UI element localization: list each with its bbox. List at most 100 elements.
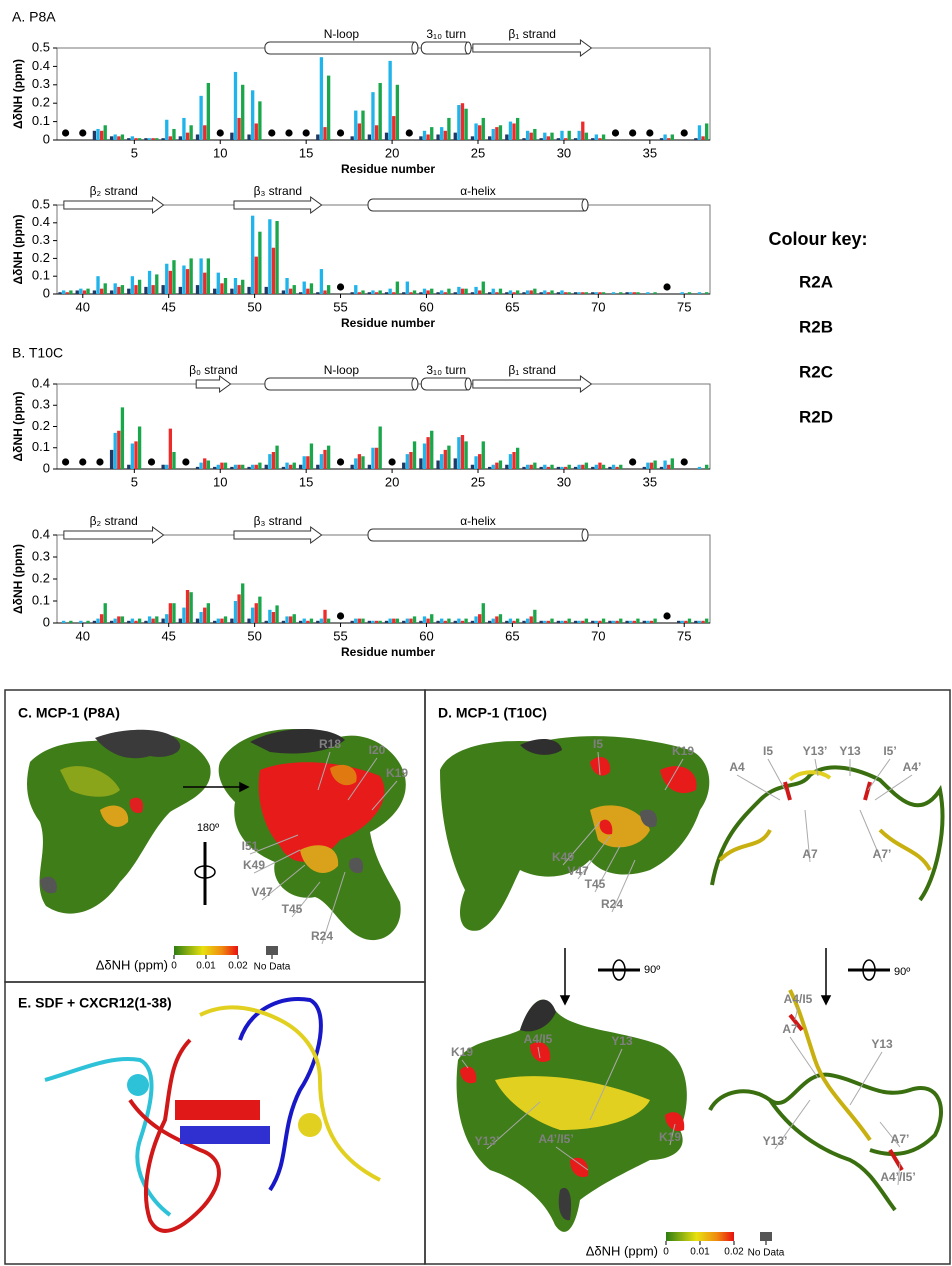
residue-label: T45 [282,902,303,916]
bar [444,131,447,140]
colorbar-tick-label: 0 [171,961,177,972]
panel-title: C. MCP-1 (P8A) [18,705,120,721]
bar [241,465,244,469]
y-tick-label: 0.5 [32,39,50,54]
bar [182,266,185,294]
bar [247,134,250,140]
bar [310,619,313,623]
panel-title: E. SDF + CXCR12(1-38) [18,995,172,1011]
x-tick-label: 65 [505,299,519,314]
structure-label: β₁ strand [508,27,556,41]
residue-label: A4’/I5’ [538,1132,573,1146]
bar [272,248,275,294]
colorbar [174,946,238,955]
bar [285,278,288,294]
bar [509,122,512,140]
residue-label: A4 [729,760,745,774]
y-tick-label: 0 [43,285,50,300]
bar [423,616,426,623]
residue-label: A4/I5 [524,1032,553,1046]
bar [83,290,86,294]
bar [478,454,481,469]
x-tick-label: 25 [471,474,485,489]
no-data-label: No Data [254,962,291,973]
x-tick-label: 60 [419,628,433,643]
bar [550,133,553,140]
plot-frame [57,384,710,469]
bar [591,621,594,623]
bar [207,461,210,470]
residue-label: Y13’ [763,1134,788,1148]
bar [247,619,250,623]
bar [354,619,357,623]
bar [237,465,240,469]
no-data-dot [79,458,86,465]
bar [144,138,147,140]
bar [93,290,96,294]
bar [516,290,519,294]
strand-arrow [196,376,230,392]
cylinder-end [465,42,471,54]
bar [358,619,361,623]
bar [409,619,412,623]
legend-entry: R2A [799,272,833,291]
bar [272,452,275,469]
bar [196,134,199,140]
bar [471,621,474,623]
structure-label: β₃ strand [254,184,302,198]
residue-label: Y13 [839,744,861,758]
bar [172,260,175,294]
bar [698,621,701,623]
bar [121,134,124,140]
bar [568,619,571,623]
bar [66,292,69,294]
bar [568,465,571,469]
bar [161,465,164,469]
bar [488,467,491,469]
surface-c-right [219,729,406,940]
bar [354,285,357,294]
bar [419,292,422,294]
no-data-dot [612,129,619,136]
structure-label: β₀ strand [189,363,238,377]
bar [207,258,210,294]
bar [199,96,202,140]
bar [152,138,155,140]
bar [220,619,223,623]
bar [131,444,134,470]
bar [698,292,701,294]
bar [492,619,495,623]
bar [234,465,237,469]
bar [207,603,210,623]
bar [557,138,560,140]
y-tick-label: 0 [43,614,50,629]
bar [540,621,543,623]
bar [351,292,354,294]
bar [578,131,581,140]
bar [471,292,474,294]
bar [457,105,460,140]
bar [509,454,512,469]
bar [505,621,508,623]
bar [406,619,409,623]
plot-frame [57,205,710,294]
bar [629,621,632,623]
bar [371,448,374,469]
bar [230,467,233,469]
bar [512,123,515,140]
bar [560,621,563,623]
bar [316,621,319,623]
bar [275,605,278,623]
bar [457,437,460,469]
bar [540,467,543,469]
bar [464,619,467,623]
rotation-d [561,948,890,1004]
bar [320,269,323,294]
bar [447,118,450,140]
bar [516,448,519,469]
bar [220,283,223,294]
bar [303,619,306,623]
bar [255,257,258,294]
bar [625,621,628,623]
bar [574,292,577,294]
